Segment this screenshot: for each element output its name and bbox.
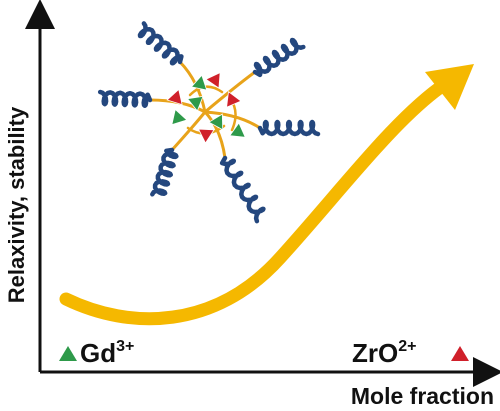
red-triangle-icon xyxy=(166,88,183,106)
gd-label: Gd3+ xyxy=(59,338,134,368)
green-triangle-icon xyxy=(208,113,224,131)
red-triangle-icon xyxy=(197,128,215,144)
zro-label: ZrO2+ xyxy=(352,338,469,368)
polymer-arm xyxy=(252,37,306,78)
gd-charge: 3+ xyxy=(116,338,134,355)
trend-arrow xyxy=(59,64,474,326)
polymer-arm xyxy=(150,147,179,197)
green-triangle-icon xyxy=(59,346,77,361)
linker-chain xyxy=(203,110,227,160)
polymer-arm xyxy=(137,21,184,66)
zro-charge: 2+ xyxy=(398,338,416,355)
y-axis-label: Relaxivity, stability xyxy=(4,106,29,303)
polymer-arm xyxy=(97,89,153,109)
trend-arrow-shaft xyxy=(59,77,452,326)
svg-text:ZrO2+: ZrO2+ xyxy=(352,338,416,368)
green-triangle-icon xyxy=(229,122,246,138)
red-triangle-icon xyxy=(451,346,469,361)
linker-chain xyxy=(203,70,257,114)
polymer-micelle-illustration xyxy=(97,21,321,224)
zro-symbol: ZrO xyxy=(352,338,398,368)
polymer-arm xyxy=(219,155,266,224)
polymer-arm xyxy=(257,119,321,137)
red-triangle-icon xyxy=(226,90,242,108)
green-triangle-icon xyxy=(190,74,208,91)
linker-chain xyxy=(170,110,207,152)
svg-text:Gd3+: Gd3+ xyxy=(80,338,134,368)
green-triangle-icon xyxy=(186,95,204,112)
gd-symbol: Gd xyxy=(80,338,116,368)
red-triangle-icon xyxy=(205,71,221,89)
green-triangle-icon xyxy=(171,108,188,126)
trend-arrow-head xyxy=(425,64,474,110)
x-axis-label: Mole fraction xyxy=(351,383,494,409)
